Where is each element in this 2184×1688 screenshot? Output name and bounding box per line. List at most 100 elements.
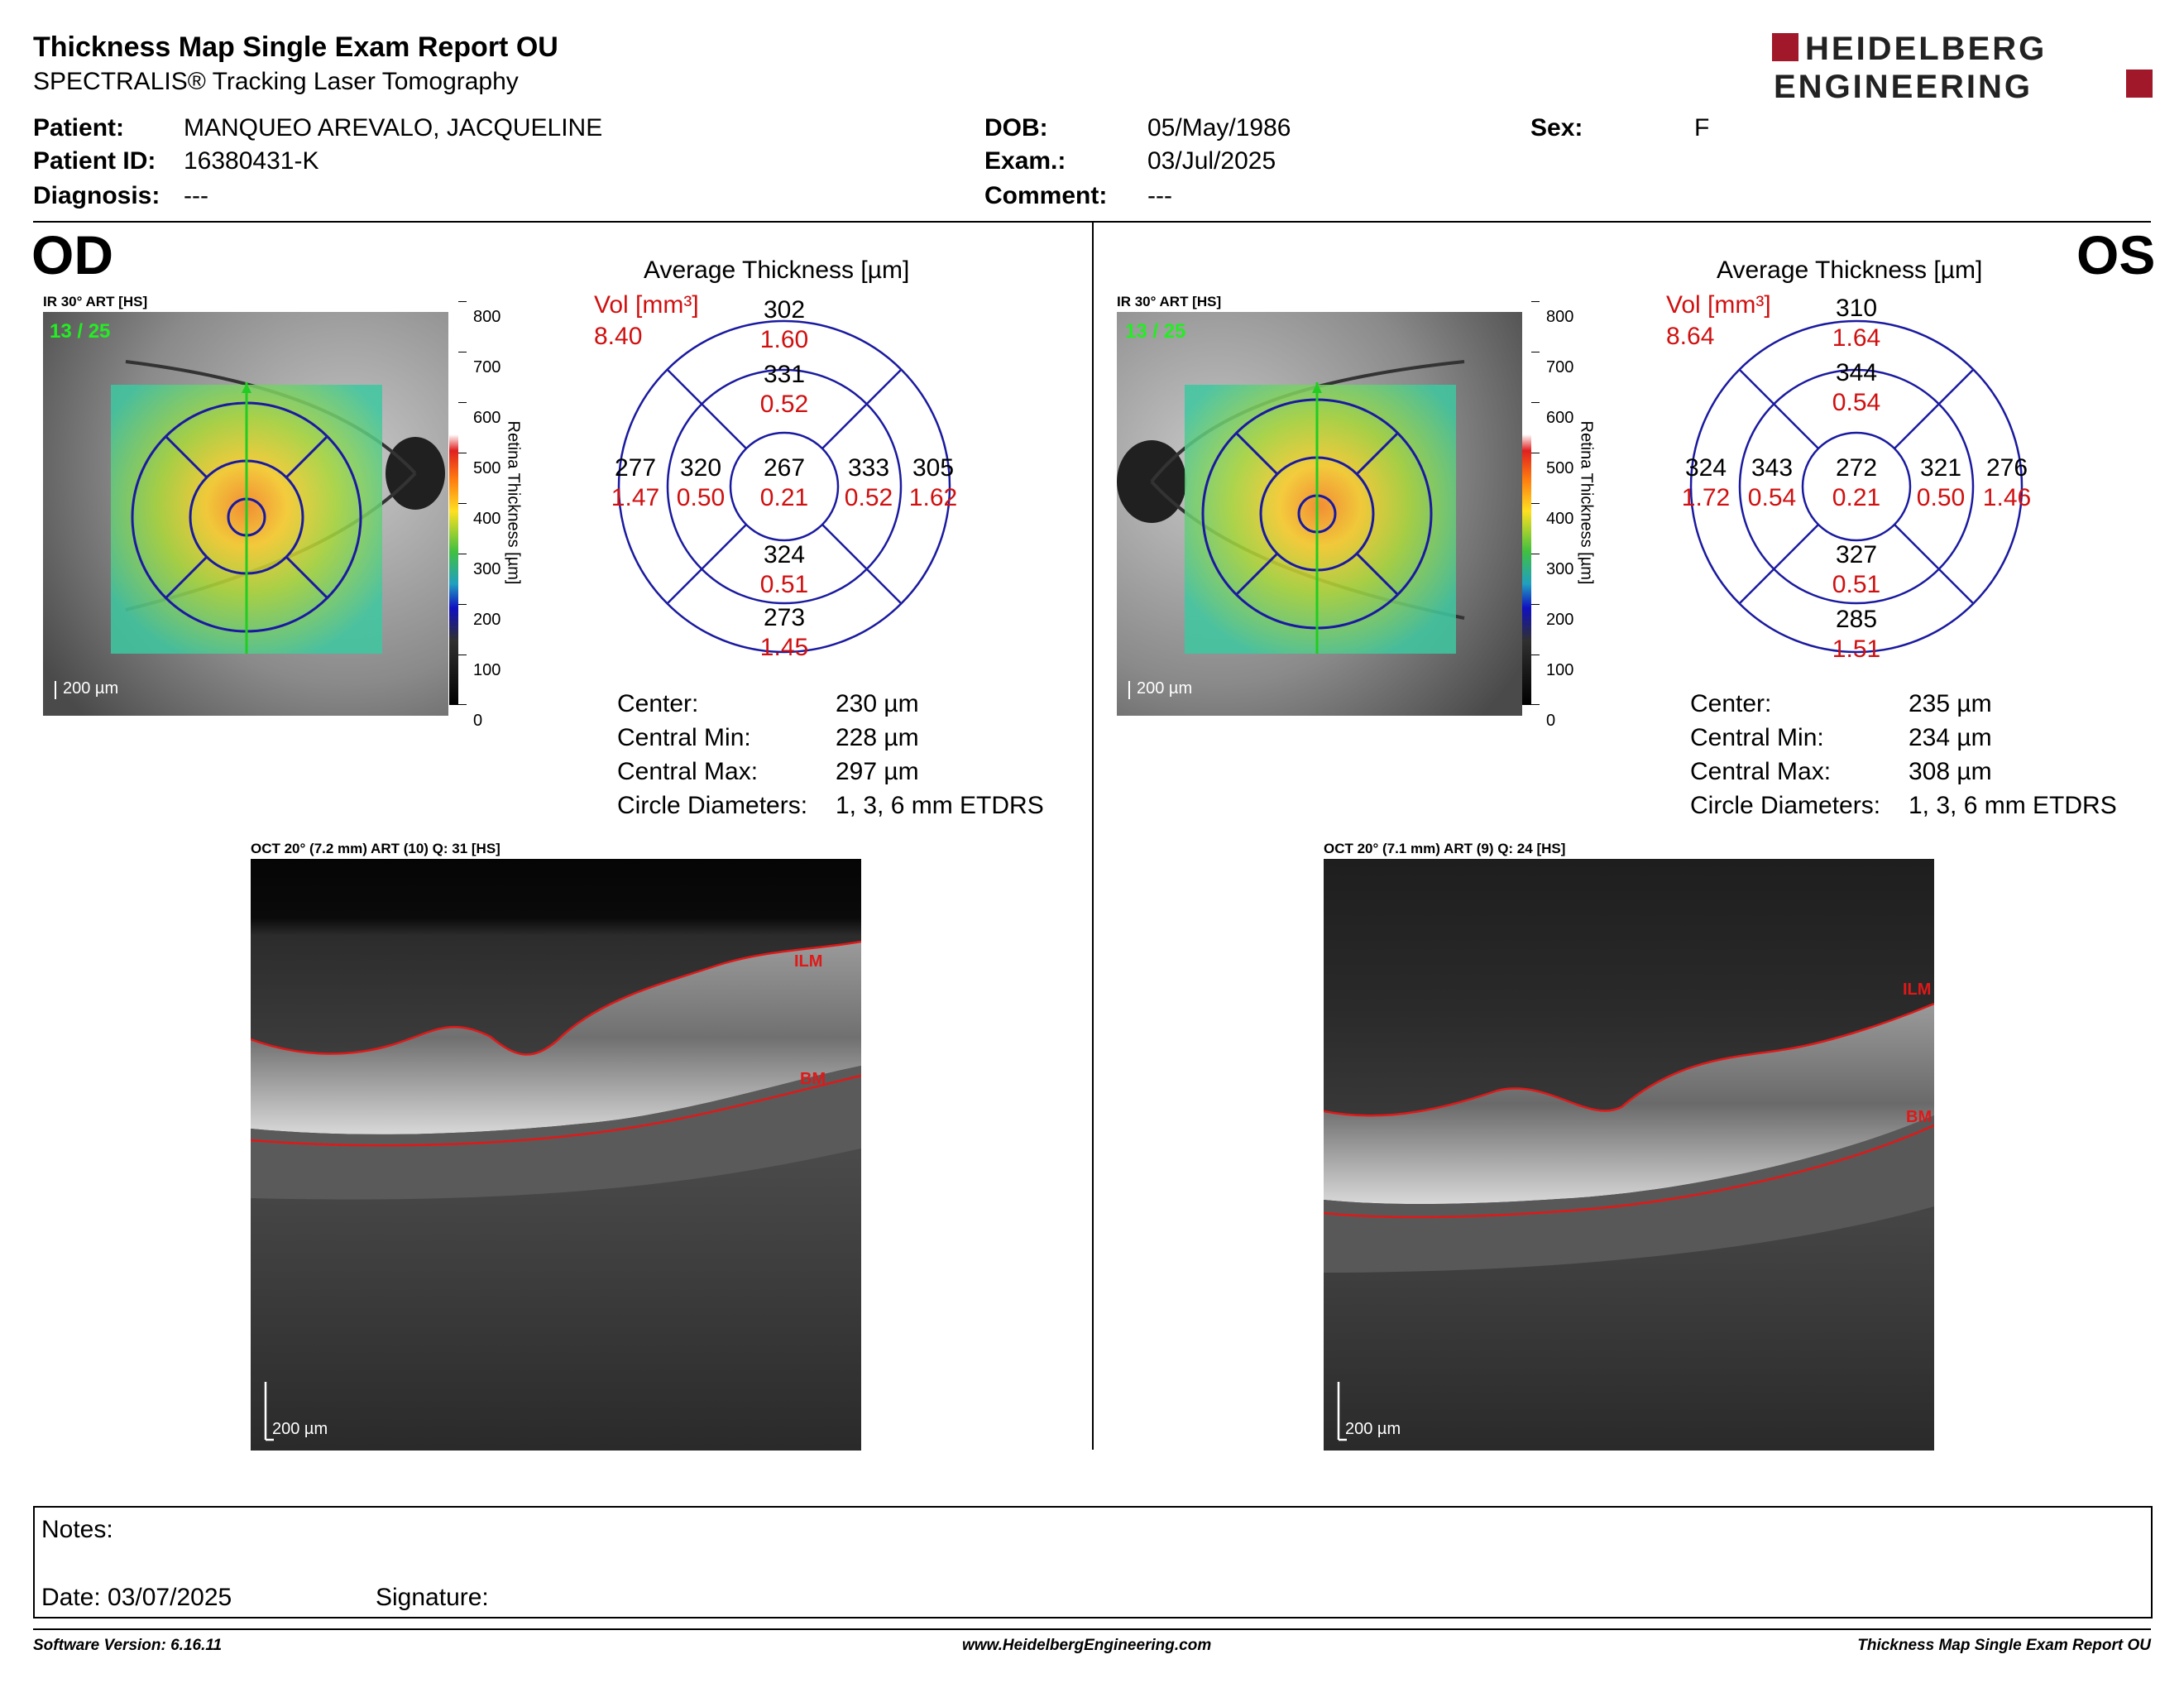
od-inner-nasal-thickness: 333 — [848, 454, 889, 482]
od-central-max-value: 297 µm — [836, 758, 919, 785]
report-subtitle: SPECTRALIS® Tracking Laser Tomography — [33, 68, 519, 95]
os-bm-label: BM — [1906, 1108, 1932, 1126]
od-etdrs-grid: 302 1.60 331 0.52 267 0.21 320 0.50 333 … — [611, 298, 957, 661]
os-center-thickness: 272 — [1836, 454, 1877, 482]
os-inner-sup-thickness: 344 — [1836, 359, 1877, 386]
os-center-label: Center: — [1690, 690, 1772, 717]
os-tick-400: 400 — [1546, 510, 1574, 528]
os-tick-0: 0 — [1546, 712, 1556, 730]
os-circle-diam-value: 1, 3, 6 mm ETDRS — [1909, 792, 2117, 819]
od-fundus-scalebar: 200 µm — [63, 679, 119, 698]
os-oct-scalebar: 200 µm — [1345, 1420, 1401, 1438]
os-tick-200: 200 — [1546, 611, 1574, 629]
od-center-volume: 0.21 — [760, 484, 808, 511]
od-central-min-value: 228 µm — [836, 724, 919, 751]
os-stats-labels: Center: Central Min: Central Max: Circle… — [1690, 687, 1880, 822]
os-tick-800: 800 — [1546, 308, 1574, 326]
os-outer-nasal-thickness: 276 — [1986, 454, 2028, 482]
od-inner-inf-thickness: 324 — [764, 541, 805, 568]
os-fundus-scalebar: 200 µm — [1137, 679, 1193, 698]
od-inner-temp-volume: 0.50 — [677, 484, 725, 511]
svg-text:HEIDELBERG: HEIDELBERG — [1805, 31, 2047, 67]
notes-box[interactable]: Notes: Date: 03/07/2025 Signature: — [33, 1506, 2153, 1618]
od-ilm-label: ILM — [794, 952, 822, 971]
diagnosis-value: --- — [184, 182, 208, 209]
od-outer-nasal-volume: 1.62 — [909, 484, 957, 511]
od-tick-0: 0 — [473, 712, 483, 730]
od-center-label: Center: — [617, 690, 699, 717]
os-inner-temp-thickness: 343 — [1751, 454, 1793, 482]
os-central-max-label: Central Max: — [1690, 758, 1832, 785]
od-frame-counter: 13 / 25 — [50, 320, 111, 343]
od-colorbar — [449, 301, 458, 705]
os-ir-label: IR 30° ART [HS] — [1117, 294, 1222, 309]
os-oct-bscan: ILM BM 200 µm — [1324, 859, 1934, 1451]
notes-label: Notes: — [41, 1516, 113, 1543]
od-oct-bscan: ILM BM 200 µm — [251, 859, 861, 1451]
sex-value: F — [1694, 114, 1710, 141]
od-tick-600: 600 — [473, 409, 501, 427]
os-frame-counter: 13 / 25 — [1125, 320, 1186, 343]
os-central-max-value: 308 µm — [1909, 758, 1992, 785]
od-oct-scalebar: 200 µm — [272, 1420, 328, 1438]
os-inner-inf-volume: 0.51 — [1832, 571, 1880, 598]
od-stats-labels: Center: Central Min: Central Max: Circle… — [617, 687, 807, 822]
sex-label: Sex: — [1530, 114, 1583, 141]
od-outer-nasal-thickness: 305 — [912, 454, 954, 482]
od-inner-temp-thickness: 320 — [680, 454, 721, 482]
od-tick-700: 700 — [473, 358, 501, 376]
od-ir-label: IR 30° ART [HS] — [43, 294, 148, 309]
os-center-volume: 0.21 — [1832, 484, 1880, 511]
od-outer-inf-volume: 1.45 — [760, 634, 808, 661]
od-fundus-map — [43, 312, 448, 716]
od-circle-diam-value: 1, 3, 6 mm ETDRS — [836, 792, 1044, 819]
os-stats-values: 235 µm 234 µm 308 µm 1, 3, 6 mm ETDRS — [1909, 687, 2117, 822]
od-center-thickness: 267 — [764, 454, 805, 482]
patient-label: Patient: — [33, 114, 125, 141]
od-inner-sup-thickness: 331 — [764, 361, 805, 388]
os-circle-diam-label: Circle Diameters: — [1690, 792, 1881, 819]
od-eye-label: OD — [31, 224, 113, 285]
od-outer-temp-thickness: 277 — [615, 454, 656, 482]
od-bm-label: BM — [800, 1070, 826, 1088]
od-vol-value: 8.40 — [594, 323, 643, 350]
dob-value: 05/May/1986 — [1147, 114, 1291, 141]
os-vol-value: 8.64 — [1666, 323, 1715, 350]
od-oct-label: OCT 20° (7.2 mm) ART (10) Q: 31 [HS] — [251, 841, 500, 856]
od-tick-500: 500 — [473, 459, 501, 477]
od-vol-label: Vol [mm³] — [594, 291, 699, 319]
od-central-min-label: Central Min: — [617, 724, 751, 751]
os-center-value: 235 µm — [1909, 690, 1992, 717]
os-outer-sup-thickness: 310 — [1836, 298, 1877, 322]
os-outer-nasal-volume: 1.46 — [1983, 484, 2031, 511]
od-colorbar-labels: 800 700 600 500 400 300 200 100 0 — [473, 292, 500, 746]
os-outer-inf-thickness: 285 — [1836, 606, 1877, 633]
od-tick-100: 100 — [473, 661, 501, 679]
os-outer-inf-volume: 1.51 — [1832, 635, 1880, 663]
os-tick-300: 300 — [1546, 560, 1574, 578]
od-inner-nasal-volume: 0.52 — [845, 484, 893, 511]
os-eye-label: OS — [2076, 224, 2156, 285]
od-tick-200: 200 — [473, 611, 501, 629]
eye-divider — [1092, 223, 1094, 1450]
od-outer-temp-volume: 1.47 — [611, 484, 659, 511]
os-tick-500: 500 — [1546, 459, 1574, 477]
patient-name: MANQUEO AREVALO, JACQUELINE — [184, 114, 603, 141]
od-tick-300: 300 — [473, 560, 501, 578]
os-colorbar-title: Retina Thickness [µm] — [1577, 420, 1596, 585]
os-inner-nasal-thickness: 321 — [1920, 454, 1961, 482]
od-outer-sup-volume: 1.60 — [760, 326, 808, 353]
od-scalebar-line — [55, 681, 56, 699]
comment-value: --- — [1147, 182, 1172, 209]
os-central-min-value: 234 µm — [1909, 724, 1992, 751]
od-tick-800: 800 — [473, 308, 501, 326]
os-colorbar-labels: 800 700 600 500 400 300 200 100 0 — [1546, 292, 1573, 746]
website-link[interactable]: www.HeidelbergEngineering.com — [962, 1637, 1212, 1654]
dob-label: DOB: — [984, 114, 1048, 141]
os-tick-100: 100 — [1546, 661, 1574, 679]
os-inner-sup-volume: 0.54 — [1832, 389, 1880, 416]
exam-date: 03/Jul/2025 — [1147, 147, 1276, 175]
comment-label: Comment: — [984, 182, 1108, 209]
os-fundus-map — [1117, 312, 1522, 716]
os-outer-sup-volume: 1.64 — [1832, 324, 1880, 352]
